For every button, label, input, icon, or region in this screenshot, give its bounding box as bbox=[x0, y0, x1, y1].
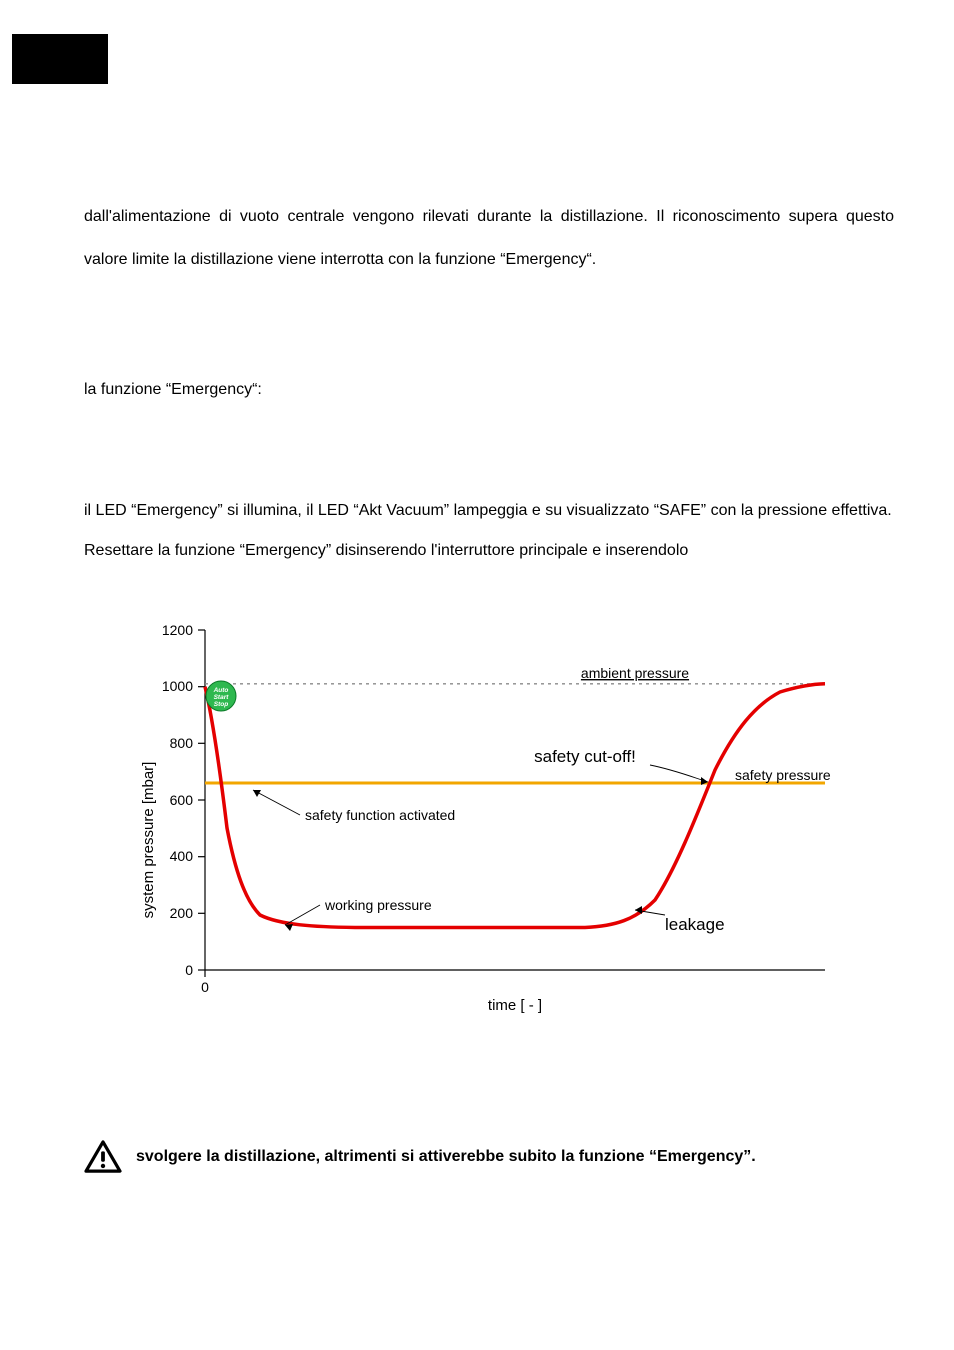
ytick-800: 800 bbox=[170, 735, 194, 751]
y-axis: 0 200 400 600 800 1000 1200 system press… bbox=[140, 622, 205, 978]
paragraph-intro: dall'alimentazione di vuoto centrale ven… bbox=[84, 195, 894, 281]
ytick-0: 0 bbox=[185, 962, 193, 978]
paragraph-led-info: il LED “Emergency” si illumina, il LED “… bbox=[84, 499, 894, 523]
system-pressure-curve bbox=[205, 684, 825, 928]
svg-text:working pressure: working pressure bbox=[324, 897, 432, 913]
ytick-1200: 1200 bbox=[162, 622, 193, 638]
paragraph-reset-info: Resettare la funzione “Emergency” disins… bbox=[84, 539, 894, 563]
pressure-time-chart: 0 200 400 600 800 1000 1200 system press… bbox=[135, 610, 835, 1030]
chart-svg: 0 200 400 600 800 1000 1200 system press… bbox=[135, 610, 835, 1030]
svg-text:Stop: Stop bbox=[214, 701, 228, 708]
header-black-box bbox=[12, 34, 108, 84]
svg-text:Start: Start bbox=[214, 694, 230, 701]
auto-start-stop-badge: Auto Start Stop bbox=[206, 681, 236, 711]
warning-triangle-icon bbox=[84, 1140, 122, 1174]
safety-cutoff-annotation: safety cut-off! bbox=[534, 747, 708, 785]
ytick-400: 400 bbox=[170, 848, 194, 864]
x-axis: 0 time [ - ] bbox=[201, 970, 825, 1014]
svg-text:Auto: Auto bbox=[213, 687, 229, 694]
svg-text:leakage: leakage bbox=[665, 915, 725, 934]
svg-text:safety function activated: safety function activated bbox=[305, 807, 455, 823]
warning-row: svolgere la distillazione, altrimenti si… bbox=[84, 1140, 894, 1174]
ytick-1000: 1000 bbox=[162, 678, 193, 694]
xtick-0: 0 bbox=[201, 979, 209, 995]
ambient-pressure-label: ambient pressure bbox=[581, 665, 689, 681]
ytick-200: 200 bbox=[170, 905, 194, 921]
safety-pressure-label: safety pressure bbox=[735, 767, 831, 783]
warning-text: svolgere la distillazione, altrimenti si… bbox=[136, 1148, 756, 1166]
leakage-annotation: leakage bbox=[635, 906, 725, 934]
svg-text:safety cut-off!: safety cut-off! bbox=[534, 747, 636, 766]
y-axis-label: system pressure [mbar] bbox=[140, 762, 157, 919]
document-body: dall'alimentazione di vuoto centrale ven… bbox=[84, 195, 894, 563]
safety-activated-annotation: safety function activated bbox=[253, 790, 455, 823]
paragraph-emergency-heading: la funzione “Emergency“: bbox=[84, 381, 894, 399]
x-axis-label: time [ - ] bbox=[488, 997, 542, 1014]
ytick-600: 600 bbox=[170, 792, 194, 808]
